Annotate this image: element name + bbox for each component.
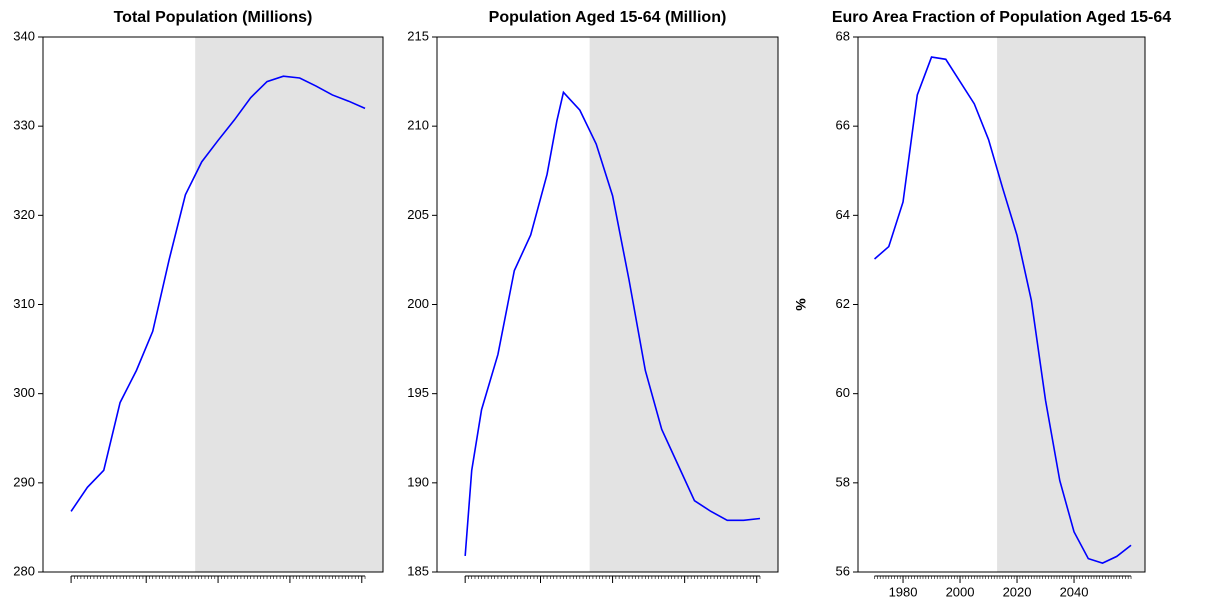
plot-frame <box>436 36 779 573</box>
y-tick-label: 195 <box>407 385 429 400</box>
y-tick-label: 310 <box>13 296 35 311</box>
projection-shade <box>997 37 1145 572</box>
y-tick-label: 290 <box>13 474 35 489</box>
chart-title: Total Population (Millions) <box>114 9 313 26</box>
y-tick-label: 300 <box>13 385 35 400</box>
plot-frame <box>857 36 1146 573</box>
y-tick-label: 62 <box>836 296 850 311</box>
x-tick-label: 2000 <box>946 584 975 599</box>
y-tick-label: 210 <box>407 118 429 133</box>
y-tick-label: 190 <box>407 474 429 489</box>
y-tick-label: 58 <box>836 474 850 489</box>
data-line <box>464 90 761 557</box>
y-tick-label: 200 <box>407 296 429 311</box>
chart-title: Population Aged 15-64 (Million) <box>489 9 727 26</box>
y-tick-label: 64 <box>836 207 850 222</box>
x-tick-label: 1980 <box>889 584 918 599</box>
y-tick-label: 340 <box>13 28 35 43</box>
chart-title: Euro Area Fraction of Population Aged 15… <box>832 9 1171 26</box>
data-line <box>874 56 1132 564</box>
y-tick-label: 330 <box>13 118 35 133</box>
y-tick-label: 205 <box>407 207 429 222</box>
y-tick-label: 68 <box>836 28 850 43</box>
projection-shade <box>195 37 383 572</box>
y-tick-label: 56 <box>836 563 850 578</box>
y-tick-label: 320 <box>13 207 35 222</box>
projection-shade <box>589 37 778 572</box>
data-line <box>70 75 366 512</box>
y-axis-label: % <box>793 298 809 311</box>
plot-frame <box>42 36 384 573</box>
y-tick-label: 60 <box>836 385 850 400</box>
y-tick-label: 66 <box>836 118 850 133</box>
y-tick-label: 185 <box>407 563 429 578</box>
y-tick-label: 215 <box>407 28 429 43</box>
x-tick-label: 2020 <box>1003 584 1032 599</box>
y-tick-label: 280 <box>13 563 35 578</box>
x-tick-label: 2040 <box>1060 584 1089 599</box>
